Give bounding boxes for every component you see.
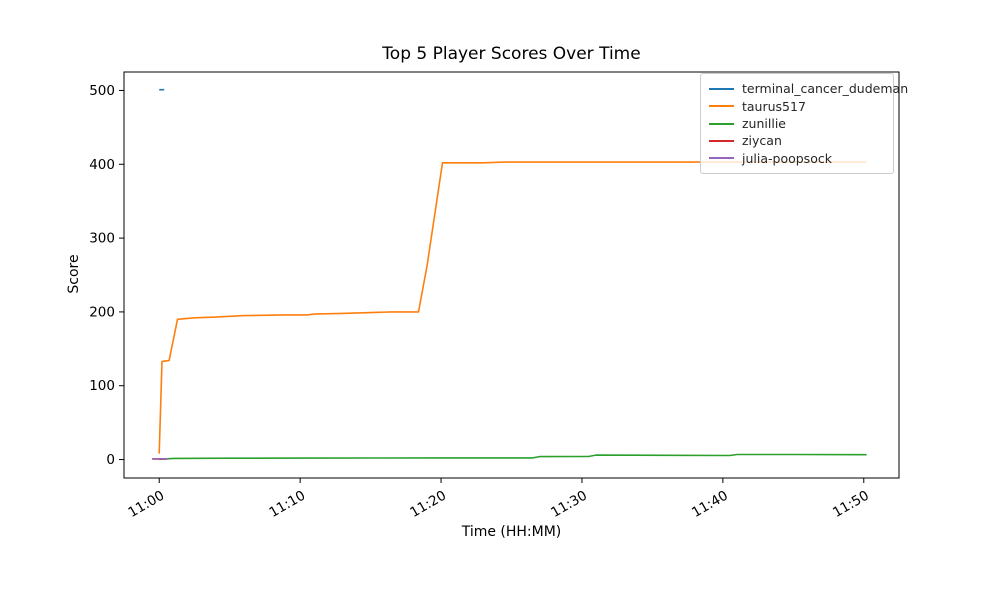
legend-line-swatch — [709, 122, 734, 125]
legend-entry: julia-poopsock — [709, 150, 885, 167]
y-tick-label: 500 — [89, 83, 115, 99]
legend-line-swatch — [709, 105, 734, 108]
legend-label: terminal_cancer_dudeman — [742, 81, 909, 97]
x-tick-label: 11:40 — [689, 488, 731, 521]
legend-line-swatch — [709, 87, 734, 90]
legend-line-swatch — [709, 157, 734, 160]
legend-label: julia-poopsock — [742, 150, 832, 166]
x-tick-label: 11:10 — [266, 488, 308, 521]
legend-entry: taurus517 — [709, 97, 885, 114]
y-tick-label: 200 — [89, 304, 115, 320]
legend-label: ziycan — [742, 133, 782, 149]
legend-label: taurus517 — [742, 98, 806, 114]
series-line-taurus517 — [158, 161, 867, 454]
x-axis-label: Time (HH:MM) — [461, 524, 562, 540]
y-tick-label: 100 — [89, 378, 115, 394]
x-tick-label: 11:00 — [126, 488, 168, 521]
chart-title: Top 5 Player Scores Over Time — [382, 44, 641, 64]
y-tick-label: 0 — [106, 452, 115, 468]
x-tick-label: 11:50 — [830, 488, 872, 521]
legend-entry: terminal_cancer_dudeman — [709, 80, 908, 97]
y-tick-label: 300 — [89, 231, 115, 247]
y-tick-label: 400 — [89, 157, 115, 173]
series-line-zunillie — [159, 453, 867, 461]
legend-label: zunillie — [742, 116, 786, 132]
legend-entry: ziycan — [709, 132, 885, 149]
legend-line-swatch — [709, 139, 734, 142]
y-axis-label: Score — [66, 254, 82, 294]
legend: terminal_cancer_dudeman taurus517 zunillie… — [700, 73, 908, 174]
x-tick-label: 11:20 — [407, 488, 449, 521]
legend-entry: zunillie — [709, 115, 885, 132]
x-tick-label: 11:30 — [548, 488, 590, 521]
series-lines — [152, 88, 867, 461]
plot-border — [123, 71, 900, 479]
